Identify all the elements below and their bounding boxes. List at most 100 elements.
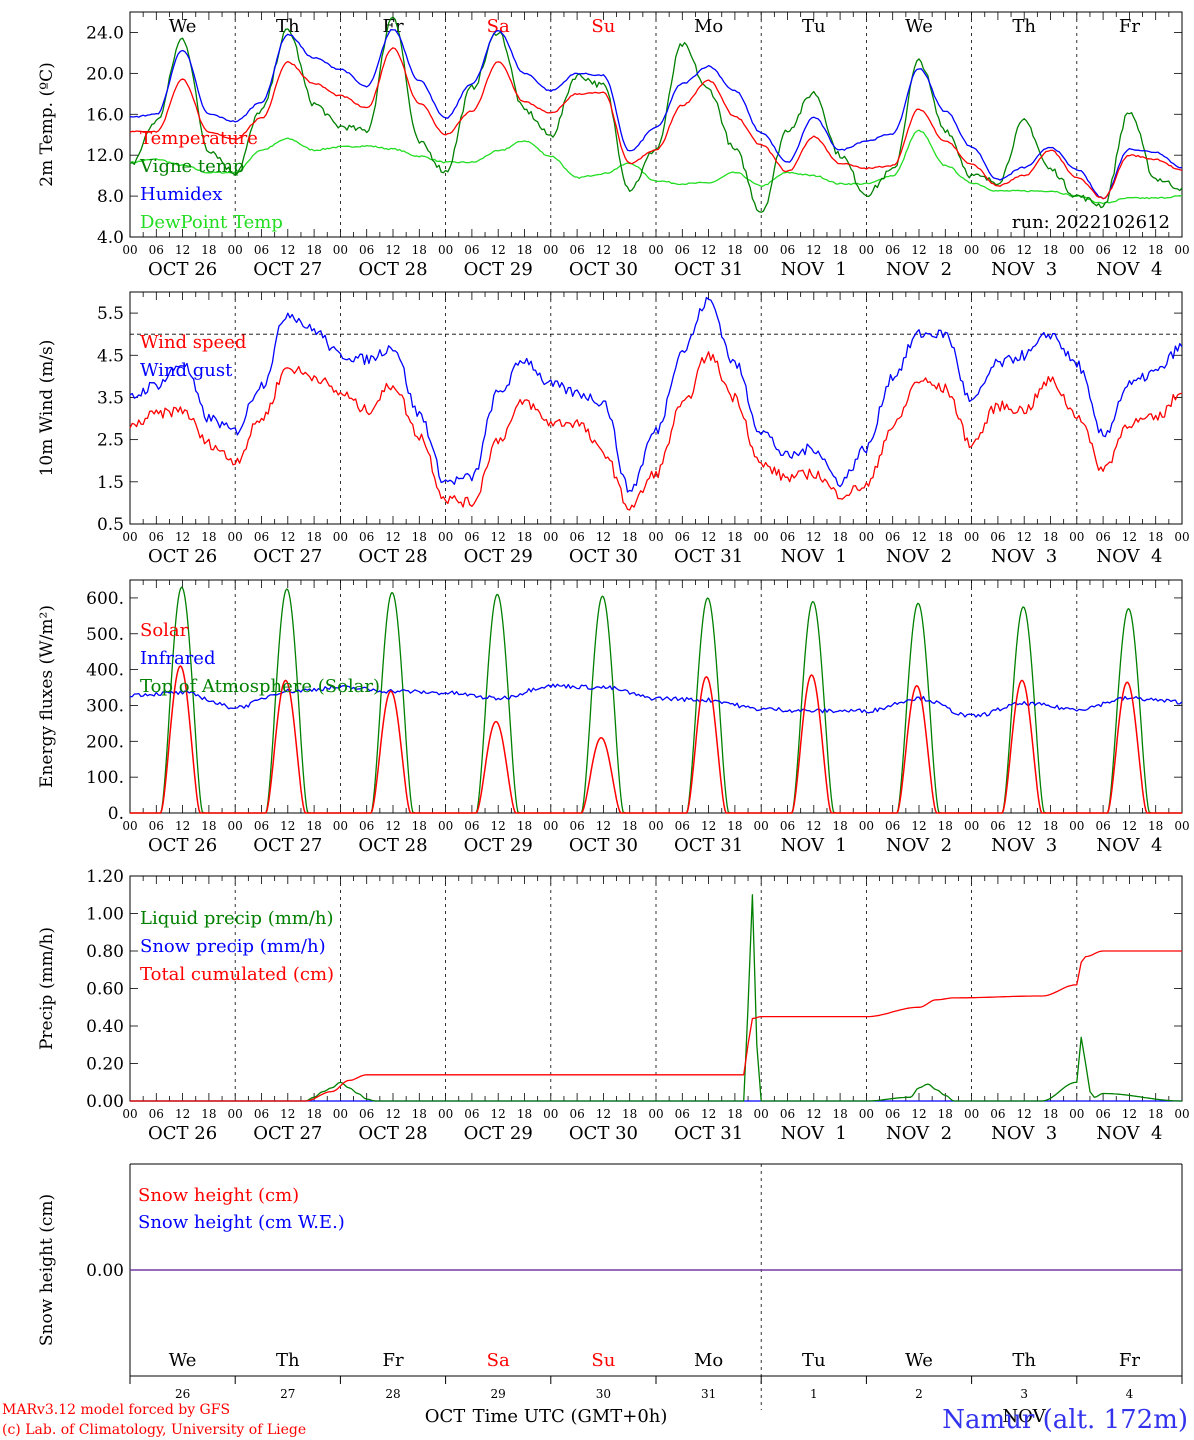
x-hour-tick-label: 00 (1069, 1107, 1084, 1121)
y-tick-label: 0.20 (86, 1055, 124, 1075)
x-hour-tick-label: 06 (569, 819, 584, 833)
y-tick-label: 0.00 (86, 1261, 124, 1281)
x-hour-tick-label: 06 (569, 1107, 584, 1121)
x-hour-tick-label: 12 (491, 1107, 506, 1121)
x-hour-tick-label: 00 (648, 243, 663, 257)
x-date-label: OCT 31 (674, 259, 743, 280)
weekday-label: Th (276, 16, 300, 37)
x-hour-tick-label: 18 (832, 1107, 847, 1121)
x-hour-tick-label: 12 (175, 819, 190, 833)
series-line-wind-speed (129, 351, 1183, 511)
x-hour-tick-label: 06 (1095, 243, 1110, 257)
y-tick-label: 300. (86, 696, 124, 716)
x-date-label: OCT 29 (464, 259, 533, 280)
legend-entry: Top of Atmosphere (Solar) (140, 676, 380, 697)
y-tick-label: 500. (86, 625, 124, 645)
x-hour-tick-label: 06 (990, 243, 1005, 257)
series-line-humidex (129, 29, 1183, 200)
x-date-label: OCT 29 (464, 1123, 533, 1144)
x-date-label: OCT 27 (253, 835, 322, 856)
x-hour-tick-label: 12 (806, 1107, 821, 1121)
day-number-label: 27 (280, 1387, 295, 1401)
y-tick-label: 24.0 (86, 23, 124, 43)
x-hour-tick-label: 18 (517, 1107, 532, 1121)
energy-panel: 0. 100. 200. 300. 400. 500. 600. Energy fluxes … (37, 579, 1190, 856)
y-tick-label: 0. (108, 804, 124, 824)
x-hour-tick-label: 00 (648, 819, 663, 833)
x-date-label: NOV 1 (781, 259, 847, 280)
x-hour-tick-label: 12 (385, 243, 400, 257)
y-tick-label: 200. (86, 732, 124, 752)
weekday-label: Th (1012, 1350, 1036, 1371)
x-hour-tick-label: 06 (780, 243, 795, 257)
x-date-label: NOV 2 (886, 835, 952, 856)
x-hour-tick-label: 12 (806, 243, 821, 257)
y-tick-label: 16.0 (86, 105, 124, 125)
x-hour-tick-label: 00 (754, 530, 769, 544)
y-axis-title: Snow height (cm) (37, 1194, 57, 1346)
x-hour-tick-label: 00 (859, 243, 874, 257)
x-hour-tick-label: 00 (1174, 530, 1189, 544)
day-number-label: 29 (491, 1387, 506, 1401)
y-tick-label: 3.5 (97, 388, 124, 408)
x-hour-tick-label: 06 (149, 1107, 164, 1121)
x-hour-tick-label: 18 (622, 1107, 637, 1121)
x-hour-tick-label: 00 (122, 243, 137, 257)
x-hour-tick-label: 06 (780, 530, 795, 544)
x-hour-tick-label: 06 (780, 819, 795, 833)
x-hour-tick-label: 18 (832, 819, 847, 833)
weekday-label: Tu (802, 16, 826, 37)
x-date-label: OCT 26 (148, 1123, 217, 1144)
x-hour-tick-label: 06 (885, 819, 900, 833)
x-hour-tick-label: 12 (911, 530, 926, 544)
x-hour-tick-label: 18 (832, 243, 847, 257)
model-credit-text: MARv3.12 model forced by GFS (2, 1402, 230, 1418)
x-hour-tick-label: 00 (228, 530, 243, 544)
x-hour-tick-label: 06 (359, 530, 374, 544)
x-date-label: OCT 27 (253, 259, 322, 280)
x-hour-tick-label: 06 (464, 1107, 479, 1121)
x-hour-tick-label: 06 (569, 243, 584, 257)
x-hour-tick-label: 18 (412, 243, 427, 257)
x-hour-tick-label: 12 (175, 1107, 190, 1121)
x-hour-tick-label: 00 (1069, 530, 1084, 544)
x-hour-tick-label: 00 (543, 1107, 558, 1121)
x-hour-tick-label: 18 (622, 819, 637, 833)
weekday-label: Sa (487, 1350, 510, 1371)
x-hour-tick-label: 06 (990, 819, 1005, 833)
x-hour-tick-label: 12 (1122, 243, 1137, 257)
x-date-label: NOV 3 (991, 546, 1057, 567)
x-hour-tick-label: 18 (1043, 819, 1058, 833)
series-line-temperature (129, 47, 1183, 200)
weekday-label: Mo (694, 16, 723, 37)
x-hour-tick-label: 18 (1148, 819, 1163, 833)
x-hour-tick-label: 12 (385, 530, 400, 544)
x-date-label: NOV 4 (1096, 835, 1162, 856)
x-hour-tick-label: 00 (1069, 819, 1084, 833)
weekday-label: Su (591, 16, 615, 37)
x-hour-tick-label: 18 (412, 530, 427, 544)
y-tick-label: 12.0 (86, 146, 124, 166)
x-hour-tick-label: 12 (175, 530, 190, 544)
x-hour-tick-label: 00 (122, 1107, 137, 1121)
legend-entry: Infrared (140, 648, 215, 669)
x-date-label: OCT 30 (569, 1123, 638, 1144)
y-axis-title: 2m Temp. (ºC) (37, 62, 57, 187)
x-hour-tick-label: 18 (1043, 1107, 1058, 1121)
x-date-label: OCT 26 (148, 835, 217, 856)
x-hour-tick-label: 18 (1148, 243, 1163, 257)
y-tick-label: 1.20 (86, 867, 124, 887)
weekday-label: Fr (382, 1350, 403, 1371)
weekday-label: Th (276, 1350, 300, 1371)
x-hour-tick-label: 12 (491, 243, 506, 257)
x-hour-tick-label: 06 (359, 243, 374, 257)
series-line-total-cumulated (130, 950, 1182, 1102)
weekday-label: Fr (382, 16, 403, 37)
x-date-label: NOV 4 (1096, 546, 1162, 567)
x-date-label: OCT 28 (358, 1123, 427, 1144)
weekday-label: Mo (694, 1350, 723, 1371)
x-hour-tick-label: 00 (333, 243, 348, 257)
series-line-dewpoint-temp (129, 129, 1183, 205)
x-hour-tick-label: 12 (806, 819, 821, 833)
